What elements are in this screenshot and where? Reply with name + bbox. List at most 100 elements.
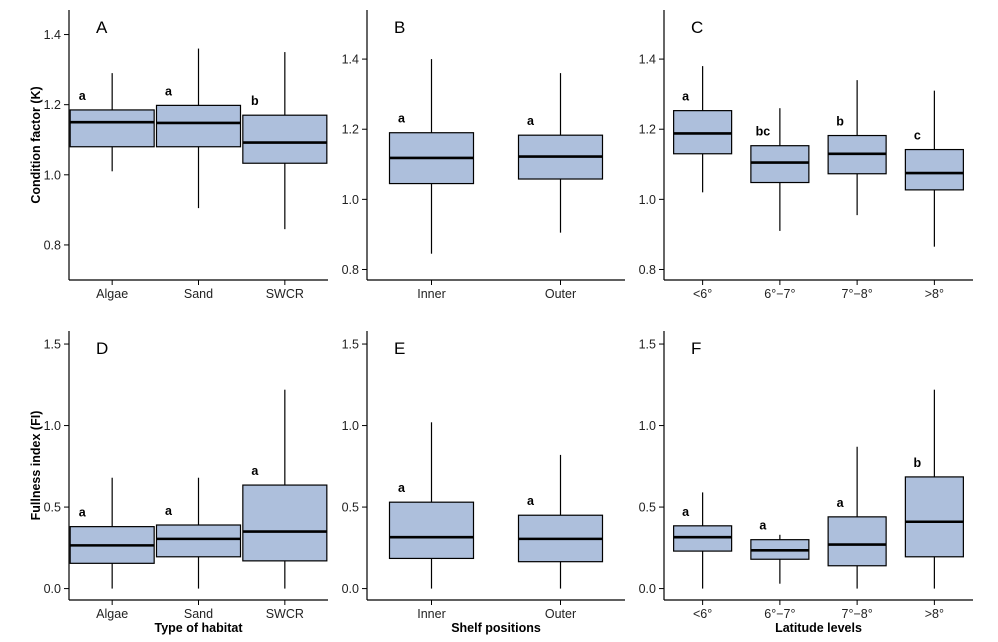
panel-label: C (691, 18, 703, 37)
box-body (904, 148, 964, 191)
x-axis-title: Latitude levels (775, 621, 862, 635)
significance-letter: a (682, 90, 690, 104)
panel-label: D (96, 339, 108, 358)
y-tick-label: 1.5 (342, 338, 359, 352)
box-body (242, 114, 328, 164)
x-tick-label: Algae (96, 607, 128, 621)
x-tick-label: SWCR (266, 287, 304, 301)
x-tick-label: 7°−8° (842, 287, 873, 301)
x-tick-label: Outer (545, 287, 576, 301)
panel-d: 0.0 0.5 1.0 1.5 Algae a Sand a SWCR a D Fullness in… (29, 331, 328, 635)
box-2: a (750, 519, 810, 584)
box-1: a (69, 73, 155, 172)
y-tick-label: 0.5 (342, 501, 359, 515)
significance-letter: a (837, 496, 845, 510)
box-body (155, 104, 242, 148)
significance-letter: b (251, 94, 259, 108)
y-tick-label: 0.5 (44, 501, 61, 515)
box-1: a (388, 422, 475, 589)
panel-b: 0.8 1.0 1.2 1.4 Inner a Outer a B (342, 10, 625, 301)
y-axis-title: Fullness index (FI) (29, 411, 43, 521)
panel-f: 0.0 0.5 1.0 1.5 <6° a 6°−7° a 7°−8° a >8° b F Latitud… (639, 331, 973, 635)
box-2: a (155, 48, 242, 209)
significance-letter: c (914, 129, 921, 143)
panels-container: 0.8 1.0 1.2 1.4 Algae a Sand a SWCR b A Condition f… (29, 10, 973, 635)
significance-letter: a (759, 519, 767, 533)
significance-letter: a (682, 505, 690, 519)
y-tick-label: 1.2 (44, 98, 61, 112)
significance-letter: a (165, 504, 173, 518)
significance-letter: a (79, 506, 87, 520)
x-tick-label: Outer (545, 607, 576, 621)
y-tick-label: 0.8 (342, 263, 359, 277)
x-tick-label: >8° (925, 287, 944, 301)
box-2: bc (750, 108, 810, 231)
x-tick-label: Sand (184, 607, 213, 621)
box-2: a (517, 73, 604, 233)
x-axis-title: Type of habitat (155, 621, 244, 635)
significance-letter: a (398, 481, 406, 495)
y-tick-label: 1.5 (44, 338, 61, 352)
panel-e: 0.0 0.5 1.0 1.5 Inner a Outer a E Shelf positions (342, 331, 625, 635)
y-tick-label: 0.0 (342, 582, 359, 596)
x-axis-title: Shelf positions (451, 621, 541, 635)
significance-letter: bc (756, 125, 771, 139)
x-tick-label: <6° (693, 287, 712, 301)
y-tick-label: 1.2 (639, 123, 656, 137)
box-3: b (242, 52, 328, 230)
y-tick-label: 1.4 (639, 53, 656, 67)
x-tick-label: Algae (96, 287, 128, 301)
box-3: a (242, 389, 328, 589)
box-3: b (827, 80, 887, 216)
y-tick-label: 1.5 (639, 338, 656, 352)
significance-letter: a (527, 494, 535, 508)
x-tick-label: Inner (417, 287, 446, 301)
x-tick-label: SWCR (266, 607, 304, 621)
box-1: a (69, 477, 155, 589)
y-axis-title: Condition factor (K) (29, 86, 43, 203)
x-tick-label: >8° (925, 607, 944, 621)
box-body (69, 109, 155, 148)
significance-letter: a (398, 112, 406, 126)
panel-label: E (394, 339, 405, 358)
box-body (242, 484, 328, 562)
x-tick-label: <6° (693, 607, 712, 621)
panel-label: A (96, 18, 108, 37)
significance-letter: b (914, 456, 922, 470)
box-3: a (827, 446, 887, 589)
y-tick-label: 0.8 (639, 263, 656, 277)
panel-label: B (394, 18, 405, 37)
panel-label: F (691, 339, 701, 358)
y-tick-label: 1.2 (342, 123, 359, 137)
y-tick-label: 1.0 (44, 419, 61, 433)
box-4: b (904, 389, 964, 589)
y-tick-label: 1.4 (342, 53, 359, 67)
y-tick-label: 0.0 (639, 582, 656, 596)
box-1: a (673, 492, 733, 589)
y-tick-label: 1.0 (639, 419, 656, 433)
x-tick-label: 6°−7° (764, 287, 795, 301)
y-tick-label: 0.8 (44, 238, 61, 252)
box-2: a (517, 454, 604, 589)
box-body (388, 501, 475, 560)
significance-letter: b (836, 115, 844, 129)
significance-letter: a (79, 89, 87, 103)
significance-letter: a (527, 114, 535, 128)
y-tick-label: 0.5 (639, 501, 656, 515)
box-1: a (673, 66, 733, 193)
box-body (827, 516, 887, 567)
panel-c: 0.8 1.0 1.2 1.4 <6° a 6°−7° bc 7°−8° b >8° c C (639, 10, 973, 301)
y-tick-label: 1.0 (342, 419, 359, 433)
x-tick-label: 7°−8° (842, 607, 873, 621)
x-tick-label: Inner (417, 607, 446, 621)
box-1: a (388, 59, 475, 254)
x-tick-label: 6°−7° (764, 607, 795, 621)
panel-a: 0.8 1.0 1.2 1.4 Algae a Sand a SWCR b A Condition f… (29, 10, 328, 301)
significance-letter: a (165, 84, 173, 98)
x-tick-label: Sand (184, 287, 213, 301)
box-4: c (904, 90, 964, 247)
box-2: a (155, 477, 242, 589)
y-tick-label: 1.0 (639, 193, 656, 207)
y-tick-label: 1.0 (44, 168, 61, 182)
